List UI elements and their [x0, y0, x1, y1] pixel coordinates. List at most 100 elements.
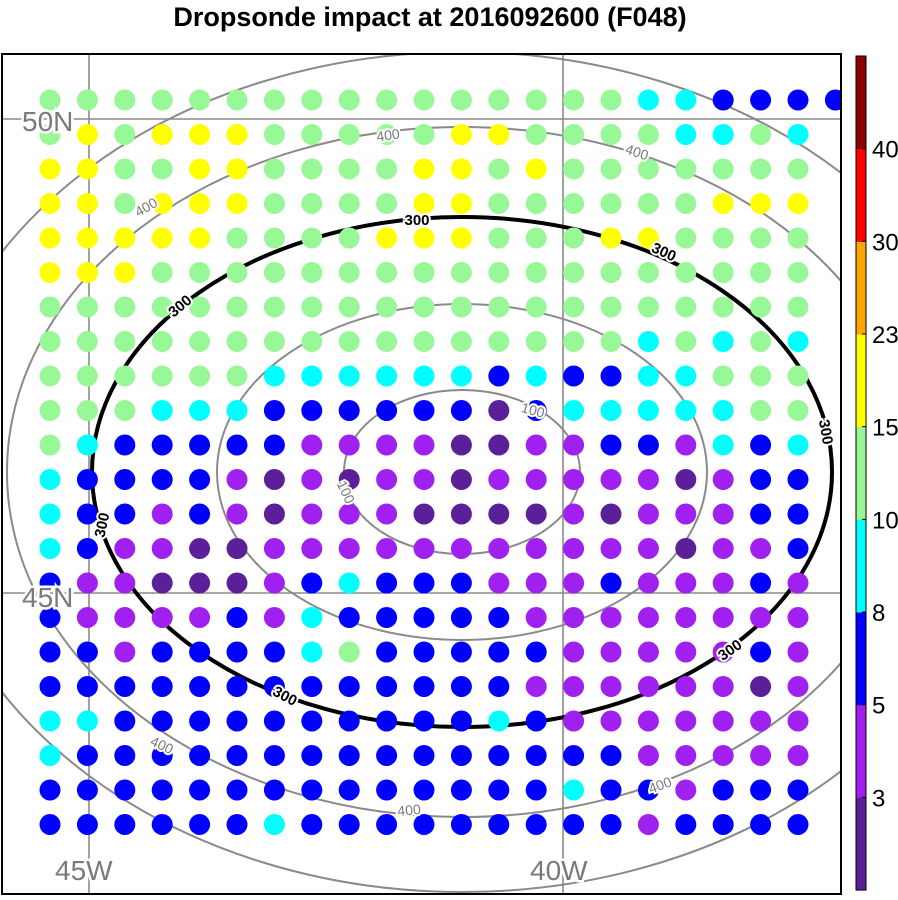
- impact-dot: [637, 227, 659, 249]
- impact-dot: [39, 779, 61, 801]
- impact-dot: [76, 779, 98, 801]
- chart-title: Dropsonde impact at 2016092600 (F048): [173, 2, 687, 32]
- impact-dot: [338, 676, 360, 697]
- impact-dot: [488, 469, 510, 490]
- impact-dot: [525, 262, 547, 283]
- impact-dot: [301, 262, 323, 283]
- impact-dot: [563, 434, 585, 456]
- svg-text:300: 300: [404, 212, 429, 229]
- impact-dot: [413, 227, 435, 249]
- impact-dot: [750, 89, 772, 111]
- impact-dot: [450, 124, 472, 145]
- colorbar-tick-label: 23: [872, 322, 898, 349]
- impact-dot: [600, 572, 622, 594]
- impact-dot: [525, 331, 547, 352]
- impact-dot: [76, 641, 98, 663]
- impact-dot: [750, 779, 772, 801]
- impact-dot: [600, 193, 622, 214]
- impact-dot: [787, 469, 809, 490]
- impact-dot: [712, 469, 734, 490]
- impact-dot: [226, 434, 248, 456]
- impact-dot: [263, 469, 285, 490]
- impact-dot: [76, 503, 98, 525]
- impact-dot: [675, 296, 697, 318]
- impact-dot: [301, 572, 323, 594]
- impact-dot: [675, 158, 697, 180]
- impact-dot: [637, 193, 659, 214]
- impact-dot: [637, 779, 659, 801]
- impact-dot: [413, 607, 435, 628]
- impact-dot: [600, 676, 622, 697]
- impact-dot: [675, 434, 697, 456]
- impact-dot: [151, 814, 173, 835]
- impact-dot: [114, 503, 136, 525]
- impact-dot: [712, 296, 734, 318]
- impact-dot: [338, 89, 360, 111]
- impact-dot: [39, 607, 61, 628]
- impact-dot: [637, 434, 659, 456]
- impact-dot: [114, 400, 136, 421]
- impact-dot: [525, 641, 547, 663]
- impact-dot: [226, 89, 248, 111]
- impact-dot: [563, 745, 585, 766]
- impact-dot: [637, 158, 659, 180]
- impact-dot: [39, 469, 61, 490]
- colorbar-segment: [856, 56, 866, 150]
- contour-label: 400: [373, 123, 403, 146]
- impact-dot: [413, 710, 435, 732]
- impact-dot: [637, 124, 659, 145]
- colorbar-tick-label: 10: [872, 507, 898, 534]
- impact-dot: [263, 641, 285, 663]
- impact-dot: [189, 365, 211, 387]
- impact-dot: [525, 607, 547, 628]
- impact-dot: [376, 227, 398, 249]
- impact-dot: [226, 158, 248, 180]
- impact-dot: [712, 331, 734, 352]
- colorbar-frame: [855, 55, 867, 891]
- impact-dot: [301, 538, 323, 559]
- impact-dot: [151, 158, 173, 180]
- impact-dot: [376, 503, 398, 525]
- impact-dot: [189, 434, 211, 456]
- contour-label: 300: [90, 509, 116, 541]
- impact-dot: [413, 400, 435, 421]
- impact-dot: [263, 572, 285, 594]
- impact-dot: [675, 89, 697, 111]
- impact-dot: [226, 365, 248, 387]
- impact-dot: [637, 89, 659, 111]
- impact-dot: [600, 641, 622, 663]
- impact-dot: [488, 538, 510, 559]
- impact-dot: [376, 262, 398, 283]
- impact-dot: [563, 538, 585, 559]
- impact-dot: [525, 434, 547, 456]
- impact-dot: [712, 434, 734, 456]
- impact-dot: [226, 503, 248, 525]
- impact-dot: [787, 193, 809, 214]
- impact-dot: [488, 296, 510, 318]
- impact-dot: [600, 745, 622, 766]
- impact-dot: [151, 676, 173, 697]
- impact-dot: [114, 296, 136, 318]
- impact-dot: [787, 779, 809, 801]
- impact-dot: [301, 814, 323, 835]
- impact-dot: [189, 262, 211, 283]
- impact-dot: [787, 607, 809, 628]
- impact-dot: [450, 158, 472, 180]
- colorbar-segment: [856, 797, 866, 891]
- impact-dot: [637, 503, 659, 525]
- impact-dot: [189, 158, 211, 180]
- impact-dot: [750, 538, 772, 559]
- impact-dot: [712, 89, 734, 111]
- impact-dot: [450, 296, 472, 318]
- impact-dot: [563, 503, 585, 525]
- impact-dot: [488, 641, 510, 663]
- impact-dot: [263, 365, 285, 387]
- impact-dot: [114, 331, 136, 352]
- impact-dot: [338, 296, 360, 318]
- map-area: 4004004004004004003003003003003003003001…: [2, 54, 841, 894]
- impact-dot: [76, 296, 98, 318]
- colorbar-segment: [856, 704, 866, 798]
- impact-dot: [151, 538, 173, 559]
- impact-dot: [525, 814, 547, 835]
- impact-dot: [114, 710, 136, 732]
